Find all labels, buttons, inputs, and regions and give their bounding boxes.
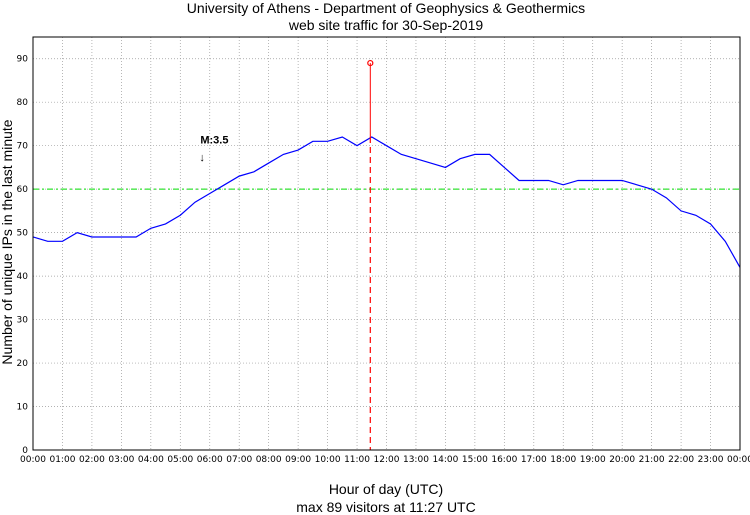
y-tick-label: 40 [17,272,29,282]
annotation-arrow-icon: ↓ [199,152,205,164]
x-tick-label: 05:00 [167,455,193,465]
y-tick-label: 10 [17,403,29,413]
x-tick-label: 00:00 [727,455,750,465]
x-tick-label: 08:00 [256,455,282,465]
x-axis-label: Hour of day (UTC) [329,481,443,497]
x-tick-label: 03:00 [108,455,134,465]
y-tick-label: 60 [17,185,29,195]
x-tick-label: 04:00 [138,455,164,465]
series-lines [32,136,741,268]
x-tick-label: 17:00 [521,455,547,465]
y-tick-label: 80 [17,98,29,108]
x-tick-label: 10:00 [315,455,341,465]
y-tick-label: 30 [17,316,29,326]
x-tick-label: 09:00 [285,455,311,465]
max-point-marker [367,59,374,67]
x-tick-label: 12:00 [374,455,400,465]
gridlines [33,37,740,451]
chart-subtitle: web site traffic for 30-Sep-2019 [288,17,484,33]
plot-frame [32,36,741,451]
x-tick-label: 11:00 [344,455,370,465]
x-tick-label: 20:00 [609,455,635,465]
x-tick-label: 22:00 [668,455,694,465]
chart-title: University of Athens - Department of Geo… [187,0,585,16]
x-tick-label: 19:00 [580,455,606,465]
y-axis-label: Number of unique IPs in the last minute [0,119,15,364]
x-tick-label: 07:00 [226,455,252,465]
y-tick-label: 70 [17,142,29,152]
x-tick-label: 21:00 [639,455,665,465]
x-tick-label: 16:00 [491,455,517,465]
y-tick-label: 20 [17,359,29,369]
x-tick-label: 06:00 [197,455,223,465]
y-tick-label: 50 [17,229,29,239]
series-line [32,136,741,268]
x-axis-ticks: 00:00 01:00 02:00 03:00 04:00 05:00 06:00 07:00… [20,455,750,465]
x-tick-label: 14:00 [432,455,458,465]
x-tick-label: 00:00 [20,455,46,465]
annotation-label: M:3.5 [200,135,228,147]
x-tick-label: 15:00 [462,455,488,465]
y-tick-label: 90 [17,55,29,65]
x-tick-label: 18:00 [550,455,576,465]
x-tick-label: 23:00 [698,455,724,465]
x-axis-sublabel: max 89 visitors at 11:27 UTC [296,499,475,515]
y-axis-ticks: 0 10 20 30 40 50 60 70 80 90 [17,55,29,456]
x-tick-label: 02:00 [79,455,105,465]
x-tick-label: 13:00 [403,455,429,465]
y-tick-label: 0 [22,446,28,456]
x-tick-label: 01:00 [49,455,75,465]
